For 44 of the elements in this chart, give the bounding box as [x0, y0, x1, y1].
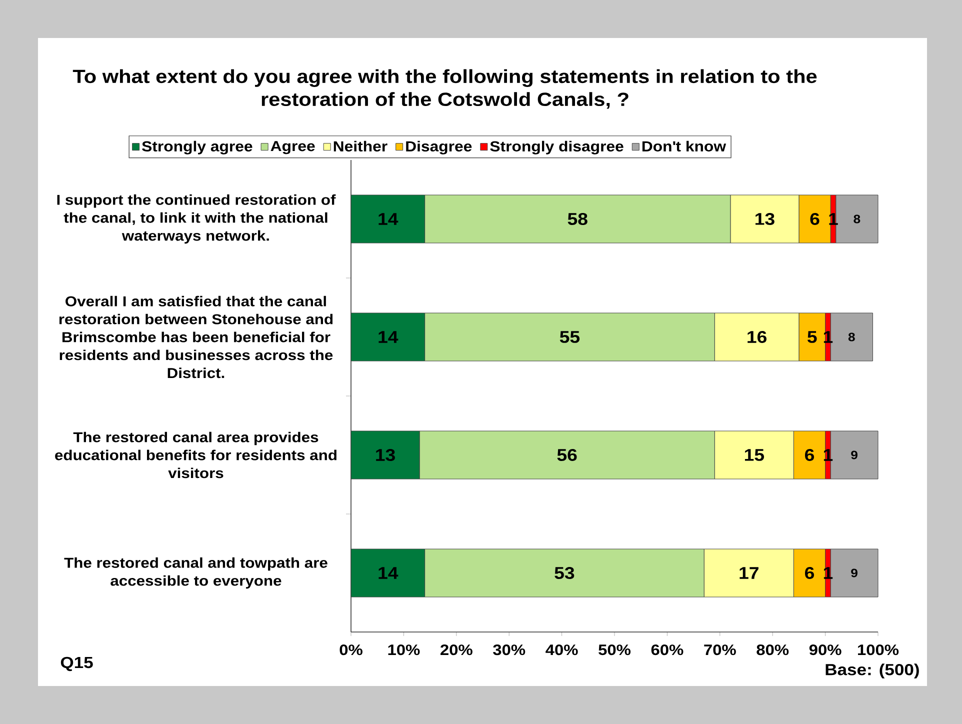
- data-label: 9: [851, 568, 858, 578]
- x-tick-label: 30%: [493, 644, 526, 656]
- x-tick-label: 0%: [340, 644, 362, 656]
- chart-title: To what extent do you agree with the following statements in relation to the restoration of the Cotswold Canals, ?: [72, 69, 817, 109]
- legend-label: Strongly agree: [142, 140, 252, 154]
- data-label: 6: [805, 449, 814, 461]
- legend-label: Disagree: [406, 140, 472, 154]
- x-tick-label: 90%: [809, 644, 842, 656]
- data-label: 13: [376, 448, 395, 461]
- x-tick-label: 60%: [651, 644, 684, 656]
- x-tick-label: 10%: [388, 644, 420, 656]
- data-label: 13: [756, 212, 774, 225]
- data-label: 6: [810, 212, 820, 225]
- data-label: 55: [560, 331, 580, 343]
- data-label: 8: [854, 214, 860, 224]
- text: Base: (500): [826, 664, 919, 678]
- data-label: 9: [851, 450, 858, 460]
- y-tick-label: The restored canal and towpath are accessible to everyone: [64, 557, 328, 589]
- y-tick-label: Overall I am satisfied that the canal restoration between Stonehouse and Brimscombe has been beneficial for residents and businesses across the District.: [59, 296, 333, 378]
- data-label: 53: [554, 566, 574, 580]
- y-tick-label: I support the continued restoration of the canal, to link it with the national waterways network.: [57, 194, 336, 244]
- x-tick-label: 100%: [858, 644, 899, 656]
- data-label: 14: [378, 567, 398, 579]
- data-label: 17: [740, 567, 758, 579]
- data-label: 14: [378, 331, 398, 343]
- data-label: 8: [848, 332, 855, 342]
- data-label: 5: [808, 331, 817, 343]
- data-label: 16: [748, 330, 766, 343]
- legend-label: Don't know: [642, 140, 726, 152]
- data-label: 6: [805, 567, 814, 579]
- x-tick-label: 20%: [440, 644, 472, 656]
- x-tick-label: 80%: [756, 644, 789, 656]
- legend-label: Agree: [270, 141, 315, 154]
- x-tick-label: 50%: [598, 644, 631, 656]
- legend-label: Strongly disagree: [490, 140, 624, 154]
- x-tick-label: 70%: [704, 644, 736, 656]
- x-tick-label: 40%: [546, 644, 578, 656]
- text: Q15: [60, 656, 93, 672]
- data-label: 14: [378, 213, 398, 225]
- data-label: 58: [568, 212, 588, 225]
- legend-label: Neither: [334, 140, 388, 152]
- data-label: 56: [557, 449, 577, 461]
- y-tick-label: The restored canal area provides educational benefits for residents and visitors: [55, 432, 336, 478]
- data-label: 15: [744, 449, 764, 461]
